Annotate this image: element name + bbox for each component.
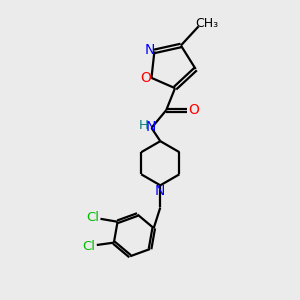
Text: O: O [141,71,152,85]
Text: N: N [146,120,156,134]
Text: N: N [155,184,166,198]
Text: Cl: Cl [86,211,99,224]
Text: Cl: Cl [83,240,96,253]
Text: H: H [138,119,148,132]
Text: CH₃: CH₃ [195,17,218,31]
Text: N: N [145,43,155,57]
Text: O: O [188,103,199,117]
